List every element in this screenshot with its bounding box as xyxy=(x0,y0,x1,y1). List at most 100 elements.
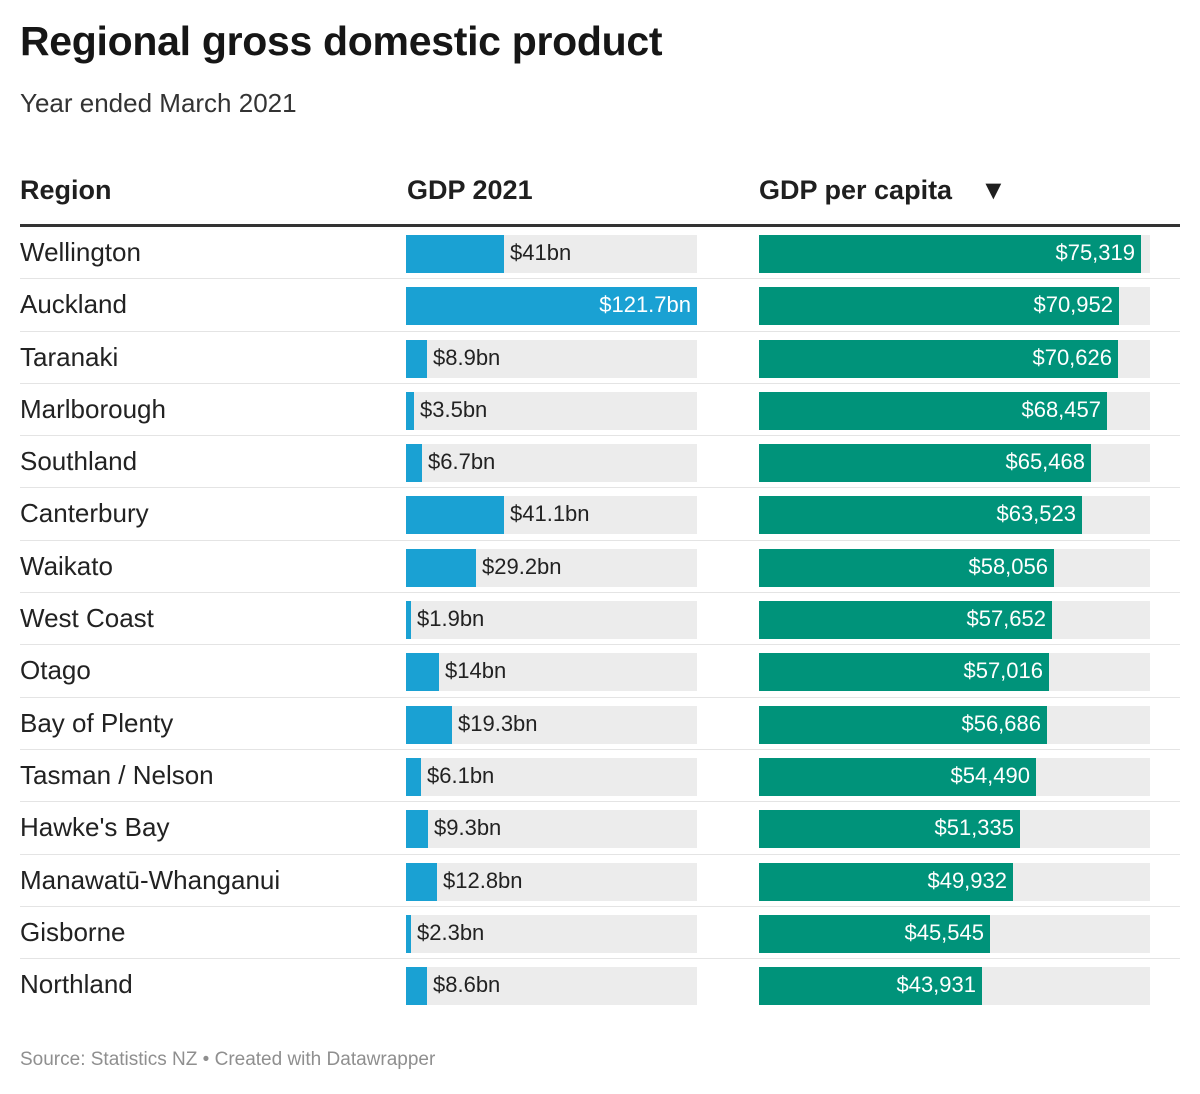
table-row: Waikato $29.2bn $58,056 xyxy=(20,541,1180,594)
region-name: Waikato xyxy=(20,550,113,581)
gdp-bar-track: $41.1bn xyxy=(406,496,697,535)
gdp-per-capita-bar xyxy=(759,757,1036,796)
gdp-per-capita-bar-track: $58,056 xyxy=(759,548,1150,587)
sort-descending-icon[interactable]: ▼ xyxy=(980,175,1007,205)
region-name: Bay of Plenty xyxy=(20,707,174,738)
gdp-value-label: $14bn xyxy=(445,658,507,684)
gdp-bar xyxy=(406,653,439,692)
table-row: Southland $6.7bn $65,468 xyxy=(20,436,1180,489)
gdp-per-capita-value-label: $54,490 xyxy=(950,762,1030,788)
gdp-per-capita-bar-track: $68,457 xyxy=(759,391,1150,430)
gdp-bar-track: $19.3bn xyxy=(406,705,697,744)
gdp-per-capita-bar xyxy=(759,496,1082,535)
gdp-per-capita-value-label: $70,626 xyxy=(1032,344,1112,370)
region-name: Northland xyxy=(20,969,133,1000)
table-header: Region GDP 2021 GDP per capita ▼ xyxy=(20,172,1180,227)
table-row: Otago $14bn $57,016 xyxy=(20,645,1180,698)
gdp-bar xyxy=(406,391,414,430)
gdp-bar-track: $1.9bn xyxy=(406,601,697,640)
table-row: Taranaki $8.9bn $70,626 xyxy=(20,332,1180,384)
gdp-per-capita-bar-track: $51,335 xyxy=(759,810,1150,849)
chart-subtitle: Year ended March 2021 xyxy=(20,88,297,118)
gdp-per-capita-value-label: $45,545 xyxy=(904,919,984,945)
region-name: West Coast xyxy=(20,603,154,634)
gdp-bar-track: $41bn xyxy=(406,235,697,273)
gdp-bar xyxy=(406,548,476,587)
region-name: Tasman / Nelson xyxy=(20,759,214,790)
gdp-per-capita-bar xyxy=(759,339,1118,378)
gdp-per-capita-value-label: $58,056 xyxy=(968,553,1048,579)
gdp-per-capita-value-label: $65,468 xyxy=(1005,449,1085,475)
gdp-bar xyxy=(406,235,504,273)
region-name: Taranaki xyxy=(20,341,119,372)
gdp-per-capita-bar-track: $63,523 xyxy=(759,496,1150,535)
gdp-bar-track: $6.1bn xyxy=(406,757,697,796)
gdp-per-capita-value-label: $68,457 xyxy=(1021,396,1101,422)
region-name: Manawatū-Whanganui xyxy=(20,864,281,895)
gdp-value-label: $9.3bn xyxy=(434,815,502,841)
gdp-per-capita-bar-track: $57,652 xyxy=(759,601,1150,640)
gdp-bar-track: $121.7bn xyxy=(406,287,697,326)
gdp-bar xyxy=(406,444,422,483)
gdp-bar xyxy=(406,287,697,326)
gdp-per-capita-bar xyxy=(759,914,990,953)
column-header-gdp-per-capita[interactable]: GDP per capita xyxy=(759,175,953,205)
column-header-gdp[interactable]: GDP 2021 xyxy=(407,175,533,205)
gdp-bar-track: $8.6bn xyxy=(406,967,697,1006)
gdp-bar xyxy=(406,810,428,849)
gdp-per-capita-bar xyxy=(759,705,1047,744)
gdp-per-capita-bar xyxy=(759,391,1107,430)
table-row: Gisborne $2.3bn $45,545 xyxy=(20,907,1180,960)
gdp-bar-track: $14bn xyxy=(406,653,697,692)
gdp-per-capita-bar-track: $70,626 xyxy=(759,339,1150,378)
gdp-per-capita-value-label: $70,952 xyxy=(1033,292,1113,318)
gdp-value-label: $12.8bn xyxy=(443,867,523,893)
gdp-bar xyxy=(406,757,421,796)
table-body: Wellington $41bn $75,319 Auckland $121.7bn $7… xyxy=(20,227,1180,1010)
region-name: Wellington xyxy=(20,237,141,267)
gdp-value-label: $8.9bn xyxy=(433,344,501,370)
gdp-value-label: $6.7bn xyxy=(428,449,496,475)
gdp-bar-track: $6.7bn xyxy=(406,444,697,483)
gdp-per-capita-bar xyxy=(759,287,1119,326)
gdp-per-capita-bar-track: $43,931 xyxy=(759,967,1150,1006)
gdp-per-capita-bar-track: $45,545 xyxy=(759,914,1150,953)
table-row: Manawatū-Whanganui $12.8bn $49,932 xyxy=(20,855,1180,907)
gdp-value-label: $29.2bn xyxy=(482,553,562,579)
gdp-per-capita-value-label: $49,932 xyxy=(927,867,1007,893)
gdp-per-capita-bar xyxy=(759,862,1013,901)
source-footer: Source: Statistics NZ • Created with Dat… xyxy=(20,1049,436,1070)
chart-title: Regional gross domestic product xyxy=(20,18,663,64)
gdp-per-capita-value-label: $63,523 xyxy=(996,501,1076,527)
region-name: Marlborough xyxy=(20,393,166,424)
gdp-bar xyxy=(406,862,437,901)
gdp-per-capita-bar-track: $75,319 xyxy=(759,235,1150,273)
gdp-per-capita-bar xyxy=(759,235,1141,273)
table-row: Auckland $121.7bn $70,952 xyxy=(20,279,1180,332)
gdp-per-capita-bar-track: $70,952 xyxy=(759,287,1150,326)
gdp-per-capita-value-label: $43,931 xyxy=(896,972,976,998)
gdp-bar-track: $8.9bn xyxy=(406,339,697,378)
column-header-region[interactable]: Region xyxy=(20,175,112,205)
gdp-per-capita-bar xyxy=(759,601,1052,640)
gdp-per-capita-value-label: $57,652 xyxy=(966,606,1046,632)
table-row: Canterbury $41.1bn $63,523 xyxy=(20,488,1180,541)
gdp-value-label: $6.1bn xyxy=(427,762,495,788)
gdp-value-label: $3.5bn xyxy=(420,396,488,422)
gdp-per-capita-bar-track: $57,016 xyxy=(759,653,1150,692)
gdp-value-label: $19.3bn xyxy=(458,710,538,736)
table-row: Hawke's Bay $9.3bn $51,335 xyxy=(20,802,1180,855)
gdp-bar xyxy=(406,339,427,378)
region-name: Southland xyxy=(20,446,138,477)
gdp-bar xyxy=(406,914,411,953)
gdp-bar xyxy=(406,601,411,640)
gdp-value-label: $41bn xyxy=(510,240,572,265)
region-name: Hawke's Bay xyxy=(20,812,170,843)
gdp-bar-track: $12.8bn xyxy=(406,862,697,901)
gdp-bar-track: $9.3bn xyxy=(406,810,697,849)
gdp-bar xyxy=(406,705,452,744)
gdp-per-capita-bar-track: $65,468 xyxy=(759,444,1150,483)
gdp-value-label: $41.1bn xyxy=(510,501,590,527)
table-row: Marlborough $3.5bn $68,457 xyxy=(20,384,1180,437)
table-row: Northland $8.6bn $43,931 xyxy=(20,959,1180,1010)
